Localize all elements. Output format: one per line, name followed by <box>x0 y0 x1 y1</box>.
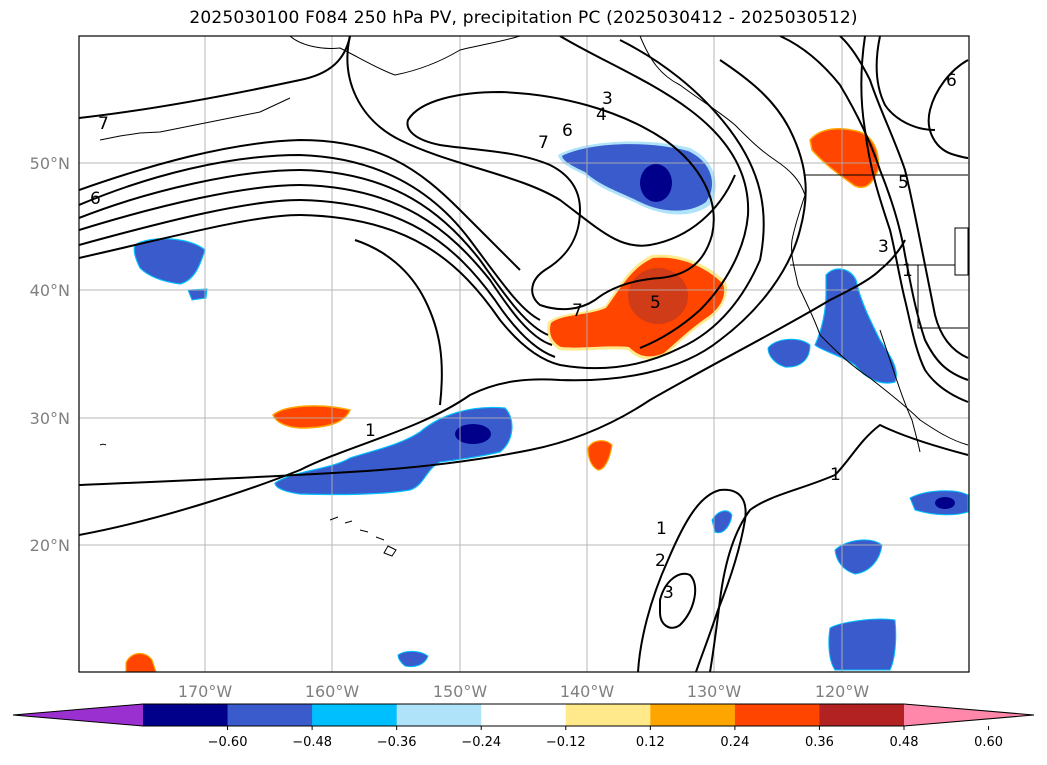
contour-label: 1 <box>830 465 841 485</box>
colorbar-tick-label: −0.36 <box>377 735 417 750</box>
contour-label: 3 <box>602 89 613 109</box>
lat-axis-labels: 20°N 30°N 40°N 50°N <box>30 154 70 555</box>
contour-label: 7 <box>538 133 549 153</box>
colorbar-segment <box>481 704 567 726</box>
contour-label: 6 <box>946 71 957 91</box>
contour-label: 6 <box>90 189 101 209</box>
colorbar-tick-label: −0.12 <box>546 735 586 750</box>
colorbar-tick-label: −0.24 <box>461 735 501 750</box>
pv-contours <box>79 36 969 672</box>
lon-label-150w: 150°W <box>433 682 488 701</box>
colorbar: −0.60 −0.48 −0.36 −0.24 −0.12 0.12 0.24 0.36 0.4… <box>12 703 1035 750</box>
contour-label: 1 <box>902 261 913 281</box>
map-gridlines <box>79 36 969 672</box>
precip-positive-patches <box>125 127 880 672</box>
colorbar-segment <box>312 704 398 726</box>
colorbar-segment <box>143 704 229 726</box>
lon-label-170w: 170°W <box>178 682 233 701</box>
colorbar-segment <box>650 704 736 726</box>
map-frame <box>78 35 970 673</box>
colorbar-tick-label: 0.24 <box>720 735 749 750</box>
colorbar-extend-high <box>904 704 1034 726</box>
colorbar-tick-label: 0.48 <box>890 735 919 750</box>
map-title: 2025030100 F084 250 hPa PV, precipitatio… <box>189 8 858 28</box>
contour-label: 7 <box>572 301 583 321</box>
precip-shading <box>125 127 969 672</box>
lat-label-40n: 40°N <box>30 281 70 300</box>
contour-label: 7 <box>98 114 109 134</box>
contour-label: 1 <box>365 421 376 441</box>
colorbar-tick-label: 0.60 <box>974 735 1003 750</box>
lon-axis-labels: 170°W 160°W 150°W 140°W 130°W 120°W <box>178 682 870 701</box>
colorbar-segment <box>819 704 905 726</box>
colorbar-tick-label: −0.60 <box>208 735 248 750</box>
contour-label: 6 <box>562 121 573 141</box>
contour-label: 3 <box>878 237 889 257</box>
contour-label: 1 <box>656 519 667 539</box>
contour-label-group: 7 6 3 4 6 7 7 5 1 1 2 3 1 3 1 5 6 <box>90 71 957 603</box>
lon-label-130w: 130°W <box>687 682 742 701</box>
coastlines <box>99 36 969 557</box>
contour-label: 2 <box>655 551 666 571</box>
contour-label: 5 <box>898 173 909 193</box>
colorbar-tick-label: 0.12 <box>636 735 665 750</box>
colorbar-tick-label: 0.36 <box>805 735 834 750</box>
precip-negative-patches <box>133 141 969 671</box>
colorbar-tick-label: −0.48 <box>292 735 332 750</box>
lon-label-140w: 140°W <box>560 682 615 701</box>
lon-label-120w: 120°W <box>815 682 870 701</box>
lat-label-50n: 50°N <box>30 154 70 173</box>
contour-label: 3 <box>663 583 674 603</box>
lon-label-160w: 160°W <box>305 682 360 701</box>
colorbar-segment <box>227 704 313 726</box>
colorbar-segment <box>396 704 482 726</box>
colorbar-extend-low <box>13 704 143 726</box>
contour-label: 4 <box>596 105 607 125</box>
colorbar-segment <box>734 704 820 726</box>
lat-label-20n: 20°N <box>30 536 70 555</box>
colorbar-segment <box>565 704 651 726</box>
contour-label: 5 <box>650 293 661 313</box>
colorbar-outline <box>12 703 1035 727</box>
lat-label-30n: 30°N <box>30 409 70 428</box>
